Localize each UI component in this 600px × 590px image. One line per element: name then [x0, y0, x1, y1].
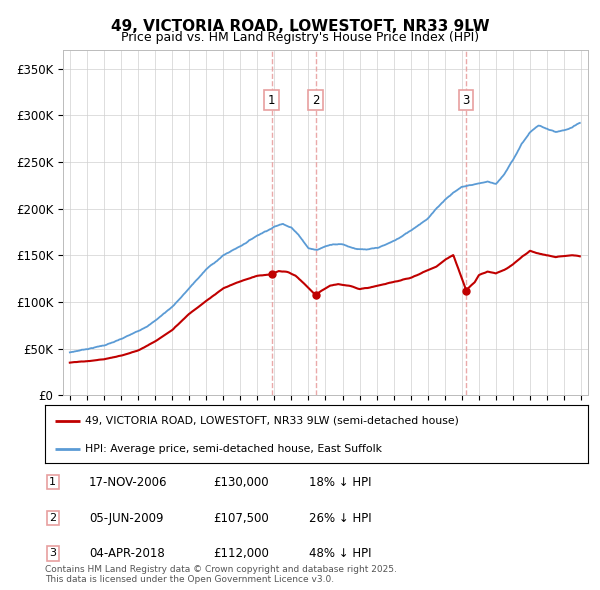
Text: £112,000: £112,000: [213, 547, 269, 560]
Text: £107,500: £107,500: [213, 512, 269, 525]
Text: HPI: Average price, semi-detached house, East Suffolk: HPI: Average price, semi-detached house,…: [85, 444, 382, 454]
Text: 3: 3: [463, 94, 470, 107]
Text: 49, VICTORIA ROAD, LOWESTOFT, NR33 9LW (semi-detached house): 49, VICTORIA ROAD, LOWESTOFT, NR33 9LW (…: [85, 416, 458, 426]
Text: 1: 1: [268, 94, 275, 107]
Text: 48% ↓ HPI: 48% ↓ HPI: [309, 547, 371, 560]
Text: 18% ↓ HPI: 18% ↓ HPI: [309, 476, 371, 489]
Text: 26% ↓ HPI: 26% ↓ HPI: [309, 512, 371, 525]
Text: 05-JUN-2009: 05-JUN-2009: [89, 512, 163, 525]
Text: 1: 1: [49, 477, 56, 487]
Text: 2: 2: [49, 513, 56, 523]
Text: 17-NOV-2006: 17-NOV-2006: [89, 476, 167, 489]
Text: 2: 2: [312, 94, 319, 107]
Text: 04-APR-2018: 04-APR-2018: [89, 547, 164, 560]
Text: Price paid vs. HM Land Registry's House Price Index (HPI): Price paid vs. HM Land Registry's House …: [121, 31, 479, 44]
Text: 3: 3: [49, 549, 56, 558]
Text: £130,000: £130,000: [213, 476, 269, 489]
Text: 49, VICTORIA ROAD, LOWESTOFT, NR33 9LW: 49, VICTORIA ROAD, LOWESTOFT, NR33 9LW: [110, 19, 490, 34]
Text: Contains HM Land Registry data © Crown copyright and database right 2025.
This d: Contains HM Land Registry data © Crown c…: [45, 565, 397, 584]
